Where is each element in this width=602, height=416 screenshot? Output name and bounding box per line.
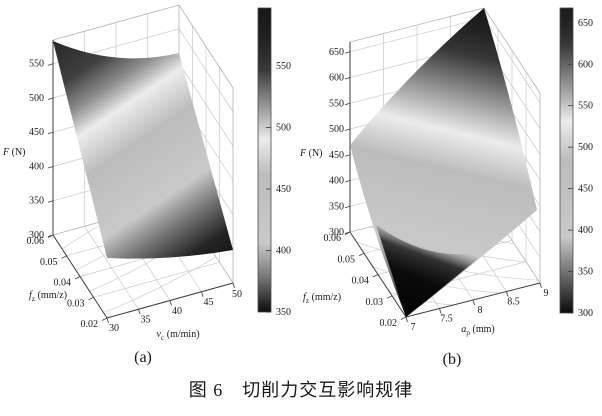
plot-b-z-tick: 350 xyxy=(329,201,344,212)
plot-b-z-tick: 650 xyxy=(329,47,344,58)
plot-b-colorbar-tick: 300 xyxy=(578,308,593,319)
plot-b-z-tick: 400 xyxy=(329,176,344,187)
plot-a-x-tick: 40 xyxy=(172,306,182,317)
axis-symbol: f xyxy=(29,290,33,301)
plot-a-f-tick: 0.05 xyxy=(40,257,58,268)
plot-a-z-tick: 300 xyxy=(29,230,44,241)
plot-a-z-tick: 350 xyxy=(29,196,44,207)
plot-b-panel: 300 350 400 450 500 550 600 650 F (N) 0.… xyxy=(299,7,593,368)
axis-unit: (mm/z) xyxy=(309,292,341,303)
plot-b-f-tick: 0.04 xyxy=(352,276,370,287)
axis-symbol: v xyxy=(156,329,161,340)
axis-unit: (N) xyxy=(306,148,322,159)
plot-a-x-tick: 50 xyxy=(232,289,242,300)
plot-b-colorbar-tick: 450 xyxy=(578,184,593,195)
panel-a-label: (a) xyxy=(134,349,152,366)
plot-a-colorbar xyxy=(257,7,272,313)
plot-b-surface-dark-region xyxy=(376,225,491,317)
axis-unit: (mm/z) xyxy=(35,290,67,301)
axis-unit: (m/min) xyxy=(164,329,199,340)
plot-b-f-axis-label: fz (mm/z) xyxy=(303,292,341,305)
plot-b-colorbar-ticks xyxy=(568,22,573,314)
plot-a-colorbar-tick: 350 xyxy=(276,307,291,318)
figure-caption: 图 6 切削力交互影响规律 xyxy=(188,380,414,400)
axis-symbol: F xyxy=(2,147,10,158)
plot-b-z-tick: 450 xyxy=(329,150,344,161)
plot-a-z-axis-label: F (N) xyxy=(2,147,26,158)
plot-b-colorbar xyxy=(559,7,574,314)
plot-b-colorbar-tick: 600 xyxy=(578,59,593,70)
plot-b-colorbar-tick: 550 xyxy=(578,101,593,112)
axis-subscript: z xyxy=(32,294,36,303)
plot-b-colorbar-tick: 500 xyxy=(578,142,593,153)
plot-b-x-tick: 8.5 xyxy=(507,297,520,308)
plot-a-z-tick: 550 xyxy=(29,59,44,70)
plot-a-colorbar-ticks xyxy=(266,65,271,313)
plot-a-z-tick: 500 xyxy=(29,93,44,104)
plot-a-f-tick: 0.02 xyxy=(81,319,99,330)
plot-b-z-tick: 550 xyxy=(329,98,344,109)
plot-b-x-tick: 7 xyxy=(411,322,416,333)
plot-a-tick-marks xyxy=(47,63,235,324)
axis-unit: (mm) xyxy=(470,324,495,335)
plot-a-x-tick: 30 xyxy=(109,323,119,334)
plot-a-z-tick: 450 xyxy=(29,127,44,138)
axis-symbol: F xyxy=(299,148,307,159)
plot-a-f-tick: 0.04 xyxy=(54,278,72,289)
plot-b-x-tick: 8 xyxy=(478,305,483,316)
panel-b-label: (b) xyxy=(443,351,462,368)
axis-subscript: z xyxy=(306,296,310,305)
plot-a-f-axis-label: fz (mm/z) xyxy=(29,290,67,303)
plot-b-x-tick: 7.5 xyxy=(440,314,453,325)
plot-b-x-axis-label: ap (mm) xyxy=(461,324,494,337)
axis-symbol: a xyxy=(461,324,466,335)
plot-a-colorbar-tick: 450 xyxy=(276,184,291,195)
plot-b-z-tick: 600 xyxy=(329,73,344,84)
plot-b-z-tick: 500 xyxy=(329,124,344,135)
plot-b-colorbar-tick: 400 xyxy=(578,225,593,236)
plot-b-z-tick: 300 xyxy=(329,227,344,238)
plot-b-tick-marks xyxy=(344,51,542,323)
plot-b-colorbar-tick: 650 xyxy=(578,18,593,29)
plot-b-f-tick: 0.05 xyxy=(338,254,356,265)
axis-subscript: c xyxy=(161,333,165,342)
plot-a-f-tick: 0.03 xyxy=(67,299,85,310)
plot-a-colorbar-tick: 400 xyxy=(276,246,291,257)
plot-a-f-tick: 0.06 xyxy=(27,236,45,247)
plot-a-x-tick: 35 xyxy=(141,315,151,326)
plot-b-colorbar-tick: 350 xyxy=(578,267,593,278)
plot-a-colorbar-tick: 500 xyxy=(276,123,291,134)
plot-a-surface xyxy=(53,41,233,259)
plot-a-x-axis-label: vc (m/min) xyxy=(156,329,199,342)
plot-b-f-tick: 0.06 xyxy=(324,233,342,244)
axis-unit: (N) xyxy=(9,147,25,158)
plot-b-f-tick: 0.02 xyxy=(380,318,398,329)
plot-b-f-tick: 0.03 xyxy=(366,297,384,308)
plot-b-z-axis-label: F (N) xyxy=(299,148,323,159)
axis-symbol: f xyxy=(303,292,307,303)
plot-a-panel: 300 350 400 450 500 550 F (N) 0.06 0.05 … xyxy=(2,4,291,366)
plot-a-colorbar-tick: 550 xyxy=(276,61,291,72)
plot-b-x-tick: 9 xyxy=(544,288,549,299)
plot-a-z-tick: 400 xyxy=(29,162,44,173)
surface-plots-svg: 300 350 400 450 500 550 F (N) 0.06 0.05 … xyxy=(2,4,593,368)
axis-subscript: p xyxy=(466,328,470,337)
plot-a-x-tick: 45 xyxy=(204,297,214,308)
